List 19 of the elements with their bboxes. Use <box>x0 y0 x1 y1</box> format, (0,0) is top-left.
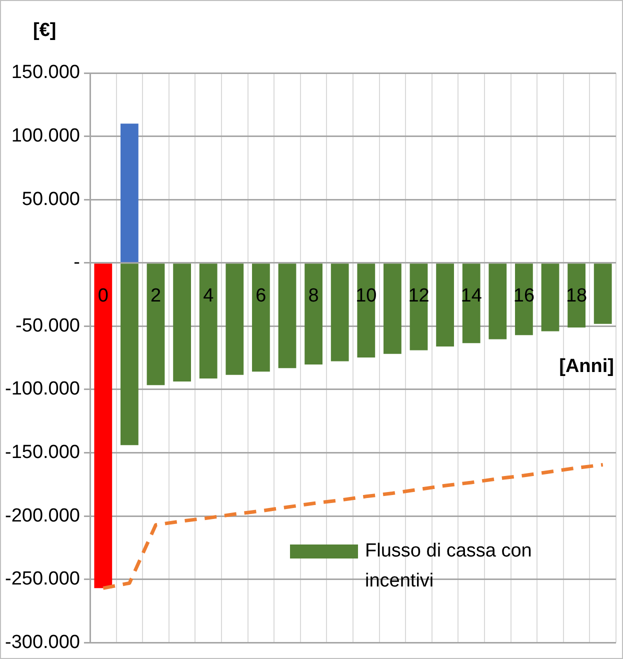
legend-label: Flusso di cassa con incentivi <box>365 540 532 592</box>
x-tick-label: 0 <box>98 286 108 307</box>
x-tick-label: 4 <box>203 286 214 307</box>
y-tick-label: 50.000 <box>22 188 80 210</box>
y-tick-label: -200.000 <box>4 505 80 526</box>
y-tick-label: 100.000 <box>11 126 80 147</box>
line-series <box>101 463 605 590</box>
y-tick-label: -50.000 <box>16 315 80 336</box>
y-tick-label: -250.000 <box>4 568 80 590</box>
x-tick-label: 2 <box>150 286 162 307</box>
y-axis-title: [€] <box>33 20 56 42</box>
y-tick-label: -150.000 <box>4 442 80 463</box>
y-tick-label: -300.000 <box>4 632 80 653</box>
x-tick-label: 8 <box>308 286 319 307</box>
y-tick-label: - <box>74 252 80 274</box>
y-tick-label: 150.000 <box>11 62 80 84</box>
x-tick-label: 6 <box>256 286 266 307</box>
x-axis-title: [Anni] <box>559 356 614 377</box>
y-tick-label: -100.000 <box>4 378 80 400</box>
